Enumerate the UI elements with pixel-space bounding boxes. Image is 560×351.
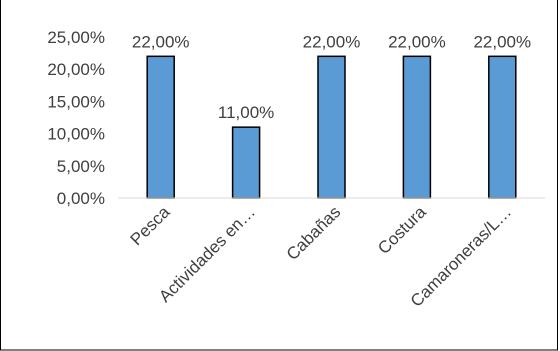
y-tick-label: 5,00% — [57, 157, 105, 176]
data-label: 22,00% — [132, 32, 190, 51]
y-tick-label: 0,00% — [57, 189, 105, 208]
bar — [146, 55, 175, 199]
bar — [402, 55, 432, 199]
data-label: 11,00% — [218, 103, 274, 122]
y-tick-label: 10,00% — [47, 125, 105, 144]
bar — [317, 55, 346, 199]
data-label: 22,00% — [388, 32, 446, 51]
bar — [231, 126, 261, 199]
bars-group — [146, 55, 517, 199]
y-tick-label: 20,00% — [47, 60, 105, 79]
data-labels-group: 22,00% 11,00% 22,00% 22,00% 22,00% — [132, 32, 531, 122]
data-label: 22,00% — [303, 32, 361, 51]
bar — [488, 55, 517, 199]
y-axis: 0,00% 5,00% 10,00% 15,00% 20,00% 25,00% — [47, 28, 105, 208]
y-tick-label: 25,00% — [47, 28, 105, 47]
y-tick-label: 15,00% — [47, 92, 105, 111]
data-label: 22,00% — [473, 32, 531, 51]
